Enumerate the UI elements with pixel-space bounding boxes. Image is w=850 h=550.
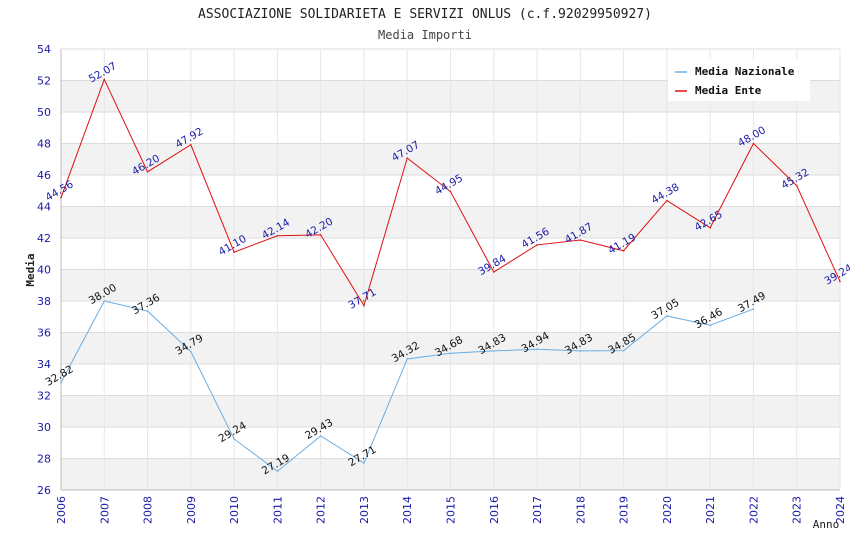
data-point (406, 358, 409, 360)
data-label: 44.56 (43, 178, 75, 204)
y-axis-label: Media (24, 253, 37, 286)
x-tick-label: 2018 (574, 496, 587, 524)
chart-subtitle: Media Importi (378, 28, 472, 42)
data-point (492, 271, 495, 273)
data-point (60, 381, 62, 384)
y-tick-label: 36 (37, 327, 51, 340)
data-point (752, 308, 755, 310)
data-point (146, 171, 149, 173)
y-tick-label: 42 (37, 232, 51, 245)
x-tick-label: 2012 (315, 496, 328, 524)
x-tick-label: 2023 (791, 496, 804, 524)
y-tick-label: 32 (37, 390, 51, 403)
data-point (319, 435, 322, 437)
x-tick-label: 2014 (401, 496, 414, 524)
data-point (233, 438, 235, 440)
y-tick-label: 48 (37, 138, 51, 151)
data-point (752, 142, 755, 145)
data-point (666, 315, 668, 317)
data-label: 44.95 (433, 172, 465, 197)
x-tick-label: 2008 (142, 496, 155, 524)
x-tick-label: 2019 (618, 496, 631, 524)
data-point (233, 251, 235, 253)
data-point (363, 304, 365, 307)
data-point (622, 349, 625, 352)
x-tick-label: 2010 (228, 496, 241, 524)
data-point (190, 350, 192, 353)
data-point (536, 244, 538, 246)
chart-title: ASSOCIAZIONE SOLIDARIETA E SERVIZI ONLUS… (198, 7, 652, 22)
data-point (795, 184, 798, 187)
data-point (709, 226, 711, 229)
y-tick-label: 44 (37, 201, 51, 214)
y-tick-label: 30 (37, 421, 51, 434)
data-point (709, 324, 711, 327)
x-tick-label: 2009 (185, 496, 198, 524)
y-tick-label: 28 (37, 453, 51, 466)
x-axis-label: Anno (813, 518, 840, 531)
data-point (363, 462, 365, 464)
data-label: 36.46 (693, 306, 725, 332)
x-tick-label: 2022 (747, 496, 760, 524)
data-point (319, 234, 322, 236)
y-tick-label: 50 (37, 106, 51, 119)
y-tick-label: 40 (37, 264, 51, 277)
data-point (536, 348, 538, 350)
y-tick-label: 26 (37, 484, 51, 497)
data-point (579, 350, 582, 352)
data-point (190, 143, 192, 146)
legend: Media Nazionale Media Ente (668, 59, 810, 101)
y-tick-label: 46 (37, 169, 51, 182)
x-tick-label: 2007 (98, 496, 111, 524)
x-tick-label: 2011 (271, 496, 284, 524)
data-point (622, 249, 625, 252)
data-point (666, 199, 668, 202)
legend-item-media-ente: Media Ente (695, 84, 762, 97)
axes: 26 28 30 32 34 36 38 40 42 44 46 48 50 52 54 2006 2007 20… (37, 43, 847, 524)
data-point (146, 310, 149, 312)
data-point (579, 239, 582, 241)
x-tick-label: 2016 (488, 496, 501, 524)
data-point (276, 234, 279, 237)
x-tick-label: 2017 (531, 496, 544, 524)
data-point (492, 350, 495, 352)
series-lines (60, 78, 841, 473)
x-tick-label: 2024 (834, 496, 847, 524)
data-point (103, 78, 106, 81)
data-point (276, 470, 279, 473)
data-point (839, 280, 841, 283)
data-point (103, 300, 106, 302)
data-point (406, 157, 409, 159)
x-tick-label: 2015 (445, 496, 458, 524)
y-tick-label: 38 (37, 295, 51, 308)
data-point (449, 190, 452, 193)
legend-box (668, 59, 810, 101)
x-tick-label: 2020 (661, 496, 674, 524)
data-point (60, 196, 62, 199)
data-point (449, 352, 452, 355)
y-tick-label: 54 (37, 43, 51, 56)
y-tick-label: 52 (37, 75, 51, 88)
x-tick-label: 2006 (55, 496, 68, 524)
y-tick-label: 34 (37, 358, 51, 371)
x-tick-label: 2013 (358, 496, 371, 524)
x-tick-label: 2021 (704, 496, 717, 524)
legend-item-media-nazionale: Media Nazionale (695, 65, 795, 78)
